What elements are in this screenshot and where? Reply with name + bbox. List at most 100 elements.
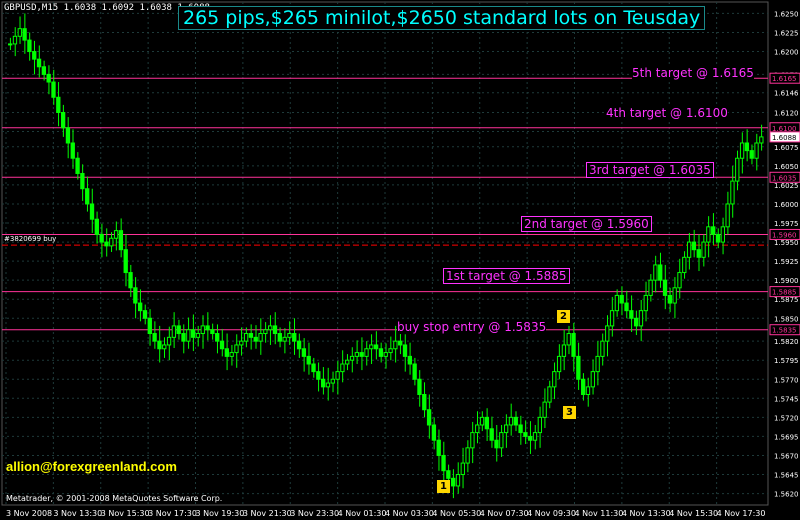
y-tick-label: 1.5670: [774, 452, 799, 460]
candle-body: [484, 416, 490, 430]
chart-title-banner: 265 pips,$265 minilot,$2650 standard lot…: [178, 6, 706, 30]
level-tag: [769, 72, 800, 84]
copyright-label: Metatrader, © 2001-2008 MetaQuotes Softw…: [6, 494, 223, 503]
candle-body: [600, 340, 605, 357]
y-tick-label: 1.5620: [774, 491, 799, 499]
x-tick-label: 4 Nov 01:30: [338, 509, 387, 518]
candle-body: [528, 435, 533, 441]
candle-body: [470, 432, 475, 449]
candle-body: [759, 136, 764, 144]
candle-body: [166, 336, 172, 346]
candle-body: [402, 344, 408, 357]
candle-body: [547, 386, 552, 403]
x-tick-label: 4 Nov 11:30: [575, 509, 624, 518]
candle-body: [508, 416, 514, 426]
target2-label: 2nd target @ 1.5960: [521, 216, 652, 232]
candle-body: [162, 344, 167, 350]
candle-body: [426, 409, 432, 426]
level-tag-label: 1.6035: [772, 174, 797, 182]
candle-body: [489, 428, 494, 441]
candle-body: [195, 333, 201, 338]
candle-body: [340, 363, 345, 373]
target1-label: 1st target @ 1.5885: [443, 268, 570, 284]
candle-body: [643, 294, 648, 312]
x-tick-label: 3 Nov 13:30: [53, 509, 102, 518]
candle-body: [581, 378, 586, 395]
candle-body: [345, 359, 350, 365]
candle-body: [253, 336, 258, 342]
candle-body: [475, 424, 480, 434]
level-tag: [769, 286, 800, 298]
candle-body: [633, 317, 639, 327]
candle-body: [407, 355, 412, 365]
candle-body: [677, 272, 682, 289]
y-tick-label: 1.5850: [774, 315, 799, 323]
candle-body: [176, 325, 181, 335]
candle-body: [243, 333, 249, 342]
x-tick-label: 4 Nov 07:30: [480, 509, 529, 518]
candle-body: [282, 336, 287, 342]
candle-body: [133, 287, 138, 304]
candle-body: [441, 454, 446, 472]
level-tag-label: 1.6100: [772, 125, 797, 133]
candle-body: [369, 344, 374, 350]
y-tick-label: 1.5770: [774, 376, 799, 384]
order-label: #3820699 buy: [4, 235, 57, 243]
candle-body: [556, 355, 562, 373]
candle-body: [711, 226, 716, 235]
candle-body: [109, 237, 114, 247]
candle-body: [537, 416, 542, 434]
candle-body: [41, 66, 47, 75]
x-tick-label: 4 Nov 13:30: [622, 509, 671, 518]
candle-body: [576, 355, 581, 380]
candle-body: [46, 73, 51, 83]
candle-body: [142, 310, 148, 319]
candle-body: [60, 112, 66, 129]
candle-body: [412, 363, 417, 380]
candle-body: [17, 28, 22, 37]
email-label: allion@forexgreenland.com: [6, 459, 177, 474]
level-tag-label: 1.5835: [772, 327, 797, 335]
candle-body: [215, 333, 220, 342]
candle-body: [8, 43, 13, 46]
candle-body: [383, 352, 388, 357]
candle-body: [590, 371, 595, 388]
candle-body: [22, 28, 27, 41]
candle-body: [190, 329, 196, 338]
y-tick-label: 1.6146: [774, 90, 799, 98]
candle-body: [730, 180, 735, 205]
candle-body: [335, 371, 340, 380]
candle-body: [436, 439, 441, 456]
candle-body: [638, 310, 644, 327]
candle-body: [277, 333, 282, 342]
candle-body: [123, 249, 128, 274]
candle-body: [417, 378, 422, 395]
candle-body: [465, 447, 470, 464]
target3-label: 3rd target @ 1.6035: [586, 162, 714, 178]
y-tick-label: 1.5875: [774, 296, 799, 304]
candle-body: [701, 241, 706, 258]
candle-body: [248, 333, 254, 338]
x-tick-label: 4 Nov 17:30: [717, 509, 766, 518]
x-tick-label: 4 Nov 03:30: [385, 509, 434, 518]
candle-body: [181, 333, 186, 342]
candle-body: [566, 333, 571, 346]
y-tick-label: 1.6000: [774, 201, 799, 209]
candle-body: [316, 371, 321, 380]
candle-body: [667, 294, 673, 304]
candle-body: [696, 249, 701, 258]
target5-label: 5th target @ 1.6165: [632, 66, 754, 80]
candle-body: [325, 382, 331, 388]
candle-body: [128, 272, 133, 289]
candle-body: [431, 424, 437, 441]
candle-body: [118, 230, 124, 251]
candle-body: [619, 294, 624, 304]
candle-body: [152, 333, 157, 342]
candle-body: [296, 340, 302, 350]
candle-body: [605, 325, 610, 342]
candle-body: [672, 287, 677, 304]
candle-body: [571, 333, 576, 357]
level-tag-label: 1.5960: [772, 231, 797, 239]
candle-body: [706, 226, 711, 243]
candle-body: [75, 157, 80, 174]
